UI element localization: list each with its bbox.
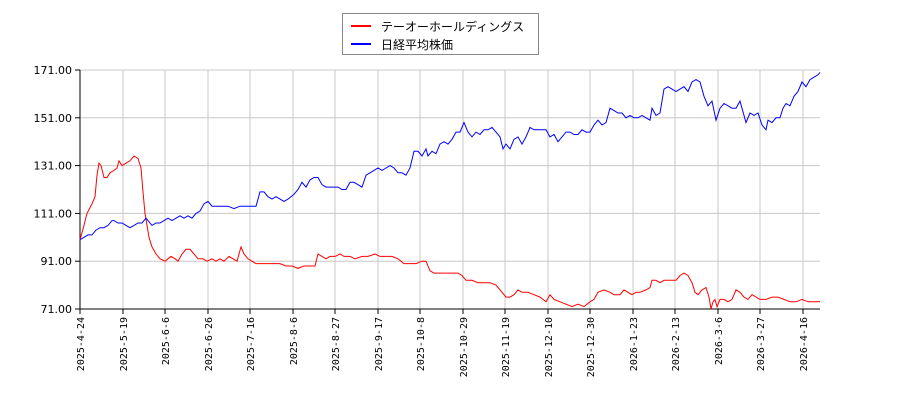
legend-item-company: テーオーホールディングス xyxy=(351,17,524,35)
x-tick-label: 2026-4-16 xyxy=(799,317,810,371)
x-tick-label: 2026-3-27 xyxy=(756,317,767,371)
x-tick-label: 2026-1-23 xyxy=(629,317,640,371)
x-tick-label: 2025-10-8 xyxy=(416,317,427,371)
grid-lines xyxy=(79,69,820,310)
series-line-company xyxy=(79,155,820,310)
axes xyxy=(75,69,820,314)
red-line-swatch-icon xyxy=(351,25,371,27)
x-tick-label: 2026-3-6 xyxy=(714,317,725,365)
y-tick-label: 151.00 xyxy=(34,112,73,125)
y-tick-label: 111.00 xyxy=(34,207,73,220)
x-tick-label: 2025-8-6 xyxy=(289,317,300,365)
x-tick-label: 2025-12-30 xyxy=(586,317,597,377)
y-tick-label: 91.00 xyxy=(41,255,73,268)
x-tick-label: 2025-6-6 xyxy=(161,317,172,365)
x-tick-label: 2026-2-13 xyxy=(671,317,682,371)
legend-label-company: テーオーホールディングス xyxy=(381,19,525,34)
blue-line-swatch-icon xyxy=(351,43,371,45)
y-axis-labels: 71.00 91.00 111.00 131.00 151.00 171.00 xyxy=(34,64,73,316)
y-tick-label: 171.00 xyxy=(34,64,73,77)
legend-label-nikkei: 日経平均株価 xyxy=(381,37,454,52)
x-axis-labels: 2025-4-24 2025-5-19 2025-6-6 2025-6-26 2025-… xyxy=(76,317,810,377)
x-tick-label: 2025-4-24 xyxy=(76,317,87,371)
x-tick-label: 2025-8-27 xyxy=(331,317,342,371)
y-tick-label: 131.00 xyxy=(34,160,73,173)
x-tick-label: 2025-6-26 xyxy=(204,317,215,371)
series-line-nikkei xyxy=(79,72,821,241)
x-tick-label: 2025-12-10 xyxy=(544,317,555,377)
x-tick-label: 2025-9-17 xyxy=(374,317,385,371)
x-tick-label: 2025-11-19 xyxy=(501,317,512,377)
legend: テーオーホールディングス 日経平均株価 xyxy=(342,13,539,55)
data-series xyxy=(79,72,821,310)
x-tick-label: 2025-7-16 xyxy=(246,317,257,371)
y-tick-label: 71.00 xyxy=(41,303,73,316)
x-tick-label: 2025-5-19 xyxy=(119,317,130,371)
legend-item-nikkei: 日経平均株価 xyxy=(351,35,453,53)
x-tick-label: 2025-10-29 xyxy=(459,317,470,377)
